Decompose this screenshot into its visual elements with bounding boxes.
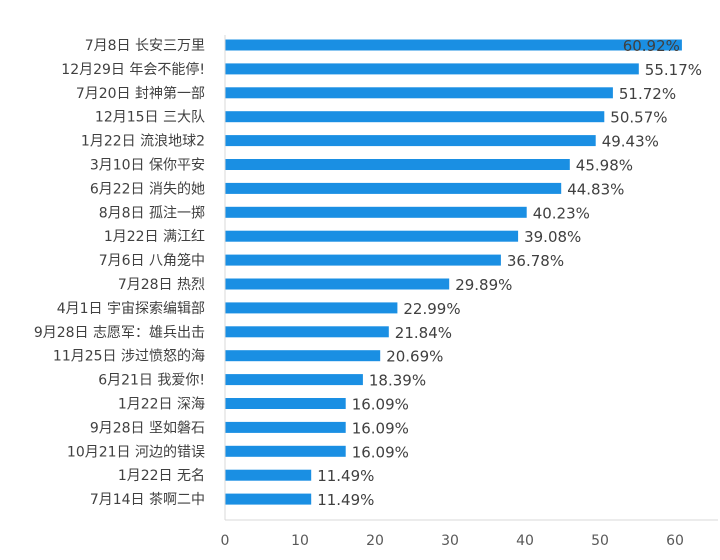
bar — [225, 87, 613, 99]
value-label: 40.23% — [533, 204, 590, 222]
value-label: 29.89% — [455, 276, 512, 294]
bar — [225, 302, 398, 314]
x-tick-label: 20 — [366, 533, 384, 549]
category-label: 11月25日 涉过愤怒的海 — [53, 349, 205, 365]
bar — [225, 39, 682, 51]
bar — [225, 254, 501, 266]
value-label: 44.83% — [567, 180, 624, 198]
x-axis-ticks: 0 10 20 30 40 50 60 — [221, 533, 684, 549]
category-label: 12月29日 年会不能停! — [61, 61, 205, 78]
category-label: 7月28日 热烈 — [118, 277, 205, 293]
category-label: 1月22日 满江红 — [104, 229, 205, 245]
value-label: 20.69% — [386, 348, 443, 366]
value-label: 60.92% — [623, 37, 680, 55]
category-label: 7月8日 长安三万里 — [85, 38, 205, 54]
x-tick-label: 10 — [291, 533, 309, 549]
value-label: 45.98% — [576, 157, 633, 175]
bar — [225, 135, 596, 147]
value-label: 22.99% — [403, 300, 460, 318]
bar — [225, 63, 639, 75]
category-label: 3月10日 保你平安 — [90, 158, 205, 174]
x-tick-label: 50 — [591, 533, 609, 549]
value-label: 16.09% — [352, 443, 409, 461]
category-label: 4月1日 宇宙探索编辑部 — [57, 300, 205, 317]
bar — [225, 374, 363, 386]
category-label: 12月15日 三大队 — [95, 110, 205, 126]
value-label: 16.09% — [352, 396, 409, 414]
x-tick-label: 60 — [666, 533, 684, 549]
bar — [225, 398, 346, 409]
bar — [225, 493, 312, 505]
value-label: 21.84% — [395, 324, 452, 342]
x-tick-label: 0 — [221, 533, 230, 549]
value-label: 39.08% — [524, 228, 581, 246]
category-label: 6月22日 消失的她 — [90, 181, 205, 197]
bar — [225, 421, 346, 433]
bar — [225, 469, 312, 481]
category-label: 7月14日 茶啊二中 — [90, 492, 205, 508]
value-label: 51.72% — [619, 85, 676, 103]
category-label: 1月22日 深海 — [118, 397, 205, 413]
category-label: 10月21日 河边的错误 — [67, 444, 205, 460]
bar — [225, 182, 562, 194]
bar — [225, 445, 346, 457]
value-label: 11.49% — [317, 467, 374, 485]
bars-layer — [225, 39, 682, 505]
category-label: 9月28日 坚如磐石 — [90, 420, 205, 436]
value-labels: 60.92% 55.17% 51.72% 50.57% 49.43% 45.98% 44.8… — [317, 37, 702, 509]
bar — [225, 350, 381, 362]
value-label: 18.39% — [369, 372, 426, 390]
category-label: 6月21日 我爱你! — [98, 373, 205, 389]
bar — [225, 278, 450, 290]
category-label: 8月8日 孤注一掷 — [99, 205, 205, 221]
x-tick-label: 40 — [516, 533, 534, 549]
value-label: 49.43% — [602, 133, 659, 151]
x-tick-label: 30 — [441, 533, 459, 549]
category-label: 7月6日 八角笼中 — [99, 252, 205, 269]
value-label: 11.49% — [317, 491, 374, 509]
bar — [225, 159, 570, 170]
category-labels: 7月8日 长安三万里 12月29日 年会不能停! 7月20日 封神第一部 12月15日… — [34, 38, 205, 508]
category-label: 1月22日 无名 — [118, 468, 205, 484]
category-label: 9月28日 志愿军：雄兵出击 — [34, 325, 205, 341]
category-label: 1月22日 流浪地球2 — [81, 134, 205, 150]
bar — [225, 111, 605, 123]
category-label: 7月20日 封神第一部 — [76, 85, 205, 102]
bar — [225, 206, 527, 218]
value-label: 36.78% — [507, 252, 564, 270]
value-label: 16.09% — [352, 419, 409, 437]
bar — [225, 326, 389, 338]
value-label: 55.17% — [645, 61, 702, 79]
value-label: 50.57% — [610, 109, 667, 127]
bar — [225, 230, 519, 242]
